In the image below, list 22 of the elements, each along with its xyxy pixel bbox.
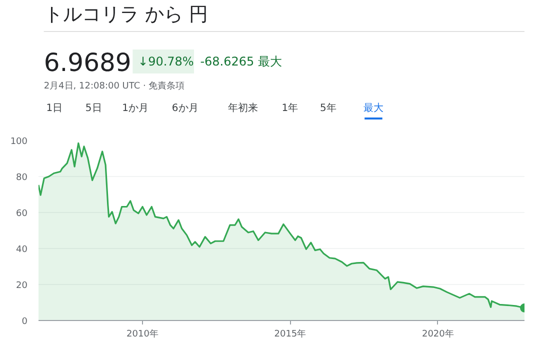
text: 年初来 xyxy=(228,102,258,114)
y-tick-label: 80 xyxy=(16,173,28,183)
text: -68.6265 最大 xyxy=(200,54,282,68)
y-tick-label: 100 xyxy=(10,137,28,147)
text: 1年 xyxy=(282,102,298,114)
text: 2月4日, 12:08:00 UTC · 免責条項 xyxy=(44,80,185,92)
x-tick-label: 2020年 xyxy=(422,328,454,340)
text: 1日 xyxy=(46,103,63,114)
text: ↓90.78% xyxy=(138,54,194,68)
text: 6か月 xyxy=(172,103,198,114)
text: 最大 xyxy=(363,102,384,114)
text: 5年 xyxy=(320,102,336,114)
y-tick-label: 40 xyxy=(16,245,28,255)
y-tick-label: 60 xyxy=(16,209,28,219)
text: 1か月 xyxy=(122,103,149,114)
y-tick-label: 20 xyxy=(16,281,28,291)
x-tick-label: 2015年 xyxy=(274,328,306,340)
text: 6.9689 xyxy=(44,48,132,77)
chart-title: トルコリラ から 円 xyxy=(44,4,208,26)
text: 5日 xyxy=(85,103,102,114)
y-tick-label: 0 xyxy=(22,317,28,327)
x-tick-label: 2010年 xyxy=(126,328,158,340)
